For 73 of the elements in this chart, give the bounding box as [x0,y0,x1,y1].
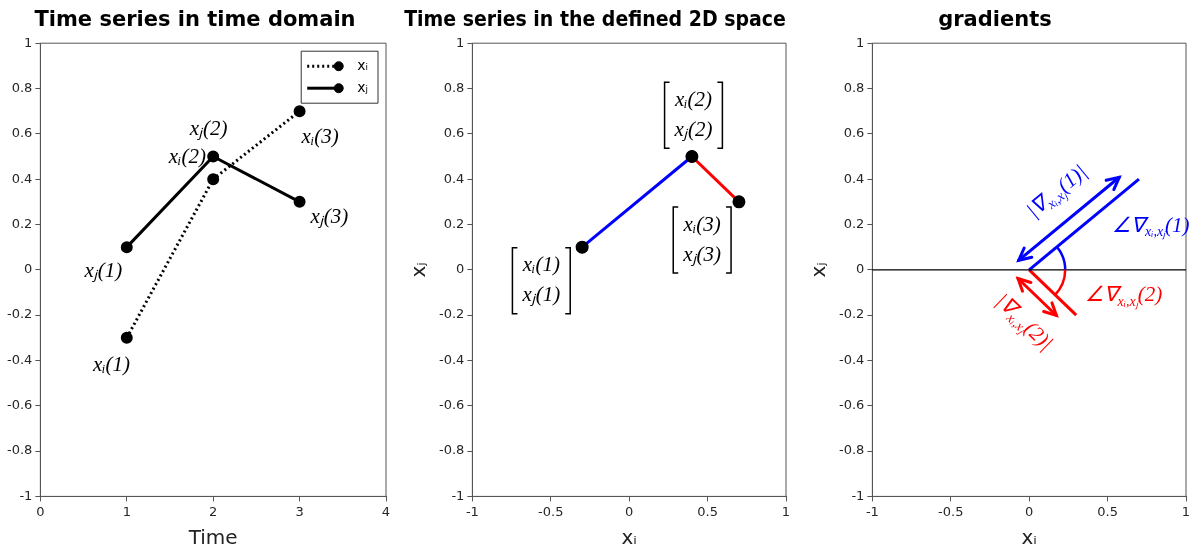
legend-label: xᵢ [357,56,369,73]
y-tick-label: -0.4 [6,351,33,367]
y-tick-label: 0.2 [843,215,865,231]
y-tick-label: -0.8 [6,442,33,458]
y-tick-label: -0.6 [838,397,865,413]
y-tick-label: -0.6 [6,397,33,413]
y-tick-label: 0.8 [843,79,865,95]
y-tick-label: 0 [456,261,465,277]
annotation: |∇xᵢ,xⱼ(2)| [991,288,1059,355]
y-tick-label: 0.6 [843,125,865,141]
x-tick-label: -0.5 [538,503,564,519]
y-tick-label: 0.8 [443,79,465,95]
y-tick-label: 0.4 [11,170,33,186]
point [293,105,306,118]
x-axis-title: Time [187,525,238,550]
y-tick-label: 1 [24,34,33,50]
annotation: xⱼ(3) [309,203,349,229]
chart-title: Time series in time domain [34,7,356,32]
y-tick-label: -0.2 [838,306,865,322]
y-tick-label: 1 [856,34,865,50]
x-tick-label: 1 [781,503,791,519]
y-tick-label: -0.6 [438,397,465,413]
x-tick-label: 0.5 [1097,503,1118,519]
chart-title: Time series in the defined 2D space [404,6,786,32]
y-tick-label: 0.6 [443,125,465,141]
y-tick-label: -0.8 [438,442,465,458]
x-tick-label: 4 [381,503,391,519]
y-tick-label: -0.8 [838,442,865,458]
legend-label: xⱼ [357,78,368,95]
x-tick-label: 1 [1181,503,1191,519]
y-axis-title: xⱼ [806,262,831,278]
x-tick-label: 0.5 [697,503,718,519]
annotation: xᵢ(2) xⱼ(2) [673,86,713,142]
y-axis-title: xⱼ [406,262,431,278]
annotation: xⱼ(2) [188,115,228,141]
x-tick-label: 3 [295,503,304,519]
y-tick-label: 0.4 [843,170,865,186]
y-tick-label: 0.8 [11,79,33,95]
annotation: xᵢ(2) [167,143,206,168]
point [120,331,133,344]
y-tick-label: 0 [856,261,865,277]
annotation: xᵢ(3) xⱼ(3) [682,211,722,267]
y-tick-label: 0.2 [443,215,465,231]
x-axis-title: xᵢ [621,525,637,550]
y-tick-label: -0.4 [838,351,865,367]
chart-title: gradients [938,7,1052,32]
y-tick-label: 1 [456,34,465,50]
point [120,241,133,254]
x-axis-title: xᵢ [1021,525,1037,550]
y-tick-label: -1 [451,487,465,503]
x-tick-label: 0 [625,503,634,519]
y-tick-label: -0.2 [6,306,33,322]
x-tick-label: -0.5 [938,503,964,519]
point [293,195,306,208]
annotation: xᵢ(1) [91,352,131,377]
y-tick-label: 0 [24,261,33,277]
x-tick-label: 0 [1025,503,1034,519]
annotation: xᵢ(3) [300,123,339,148]
annotation: xⱼ(1) [83,258,123,284]
point [207,173,220,186]
annotation: xᵢ(1) xⱼ(1) [521,252,561,308]
x-tick-label: 0 [36,503,45,519]
y-tick-label: -1 [19,487,33,503]
x-tick-label: 2 [209,503,218,519]
point [207,150,220,163]
y-tick-label: 0.4 [443,170,465,186]
x-tick-label: 1 [122,503,131,519]
y-tick-label: 0.6 [11,125,33,141]
y-tick-label: 0.2 [11,215,33,231]
y-tick-label: -0.4 [438,351,465,367]
annotation: |∇xᵢ,xⱼ(1)| [1021,159,1092,223]
y-tick-label: -0.2 [438,306,465,322]
y-tick-label: -1 [851,487,865,503]
